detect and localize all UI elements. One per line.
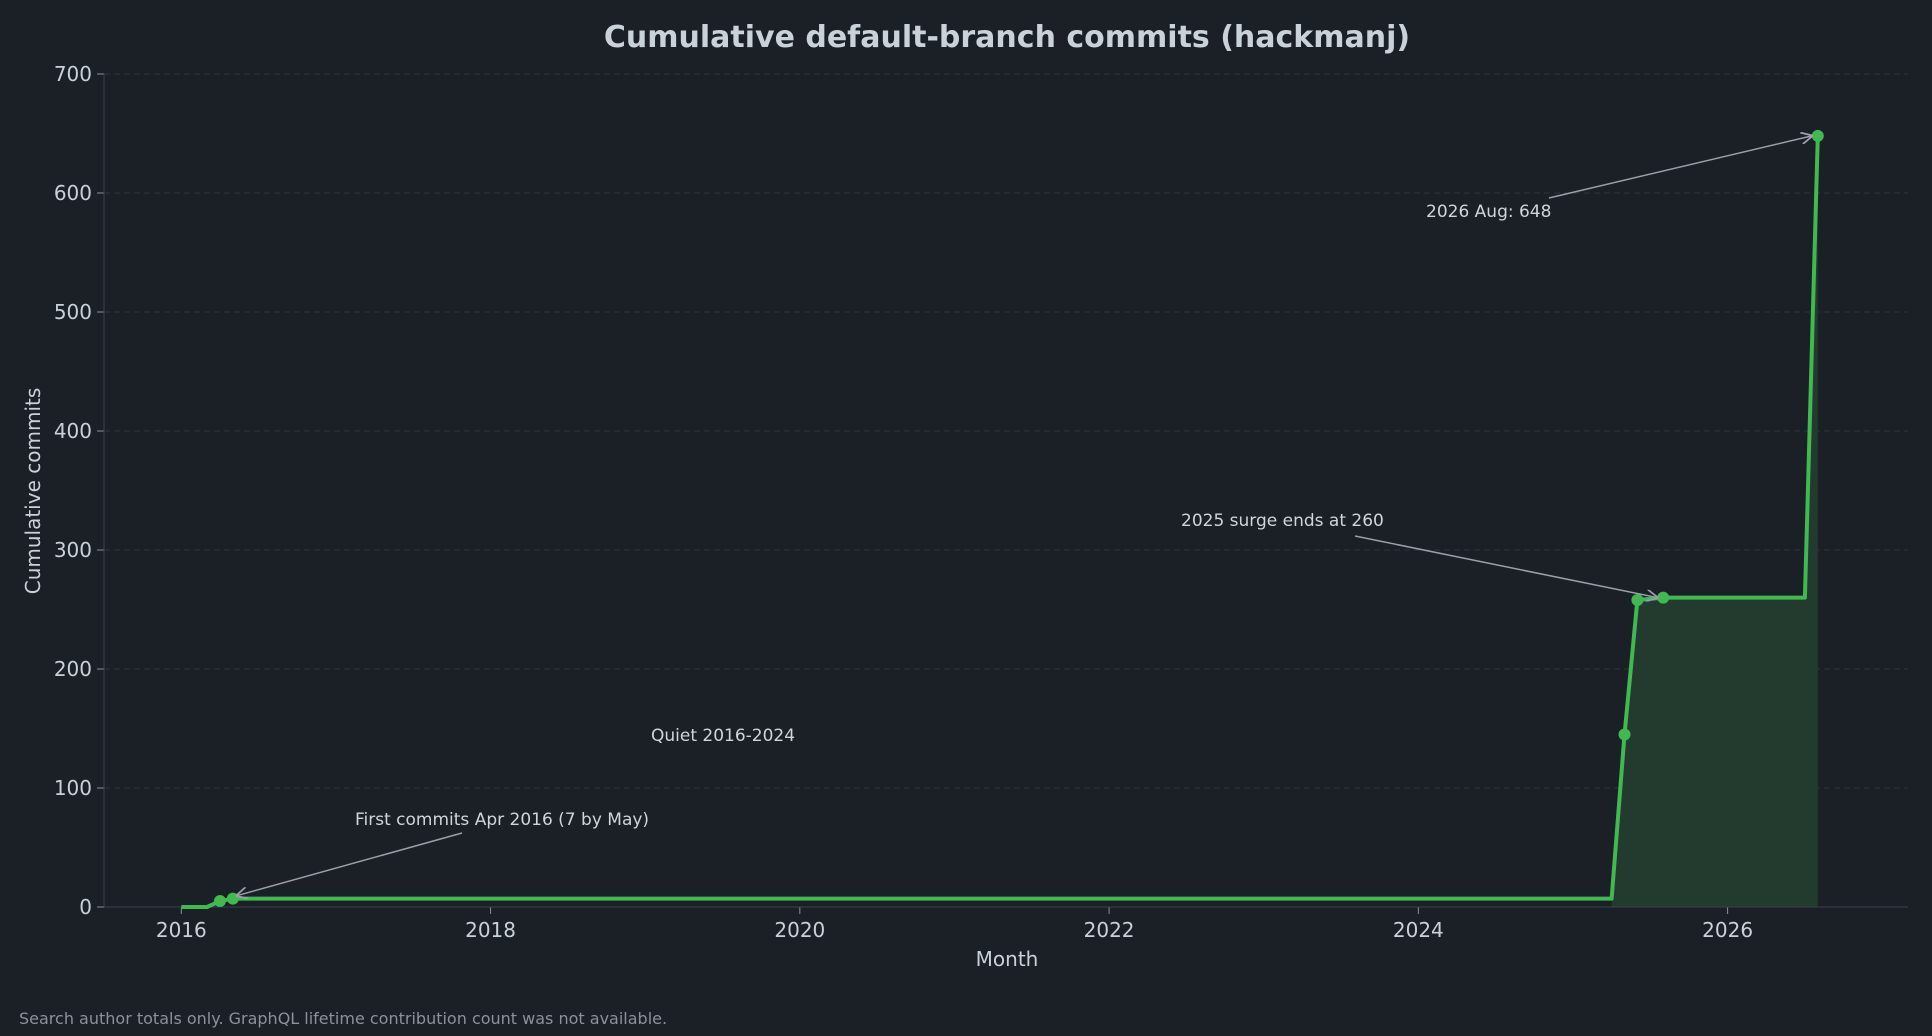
y-tick-label: 400 [54,419,92,443]
annotation-arrow [237,832,463,896]
chart-title: Cumulative default-branch commits (hackm… [604,20,1410,55]
data-point [1811,129,1824,142]
annotations: First commits Apr 2016 (7 by May) Quiet 2… [237,136,1812,896]
axes: 0 100 200 300 400 500 600 700 2016 2018 2020 2022 20… [54,62,1908,942]
y-tick-label: 500 [54,300,92,324]
series-layer [181,129,1824,909]
annotation-arrow [1548,136,1812,199]
annotation-label: First commits Apr 2016 (7 by May) [355,810,649,830]
y-tick-label: 700 [54,62,92,86]
data-point [1631,593,1644,606]
y-axis-label: Cumulative commits [21,388,45,595]
y-tick-label: 0 [79,895,92,919]
series-line [181,135,1820,909]
y-tick-label: 300 [54,538,92,562]
y-tick-label: 200 [54,657,92,681]
x-axis-label: Month [976,947,1039,971]
data-point [226,892,239,905]
x-tick-label: 2022 [1084,918,1135,942]
y-tick-label: 600 [54,181,92,205]
y-tick-label: 100 [54,776,92,800]
data-point [1618,728,1631,741]
footnote: Search author totals only. GraphQL lifet… [19,1009,667,1028]
x-tick-label: 2026 [1702,918,1753,942]
x-tick-label: 2024 [1393,918,1444,942]
annotation-label: 2025 surge ends at 260 [1181,511,1384,531]
x-tick-label: 2016 [156,918,207,942]
shaded-area [1611,135,1818,907]
x-tick-label: 2018 [465,918,516,942]
shaded-region [1611,135,1818,907]
data-point [1657,591,1670,604]
grid-lines [104,73,1908,789]
data-point [213,895,226,908]
annotation-arrow [1354,535,1657,598]
annotation-label: 2026 Aug: 648 [1426,202,1551,222]
x-tick-label: 2020 [774,918,825,942]
annotation-label: Quiet 2016-2024 [651,726,795,746]
